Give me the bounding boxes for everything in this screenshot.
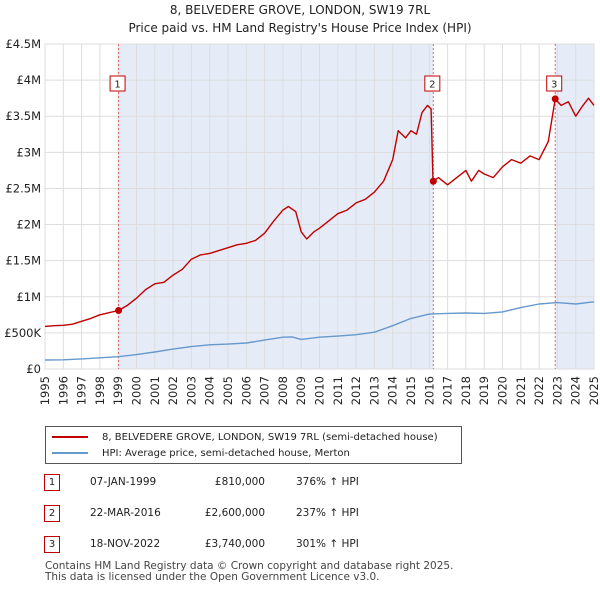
x-tick-label: 2004 — [203, 376, 217, 405]
x-tick-label: 2002 — [166, 376, 180, 405]
sale-number-badge: 2 — [44, 505, 60, 522]
sale-number-badge: 1 — [44, 474, 60, 491]
footer-line-2: This data is licensed under the Open Gov… — [45, 571, 380, 583]
x-tick-label: 2015 — [404, 376, 418, 405]
sale-date: 22-MAR-2016 — [90, 507, 161, 519]
y-tick-label: £4M — [16, 73, 41, 87]
x-tick-label: 2018 — [459, 376, 473, 405]
x-tick-label: 1998 — [93, 376, 107, 405]
price-chart: 8, BELVEDERE GROVE, LONDON, SW19 7RL Pri… — [4, 3, 600, 405]
x-tick-label: 2010 — [313, 376, 327, 405]
x-tick-label: 2023 — [550, 376, 564, 405]
sale-hpi-change: 376% ↑ HPI — [296, 476, 359, 488]
chart-legend: 8, BELVEDERE GROVE, LONDON, SW19 7RL (se… — [45, 426, 462, 464]
sale-label-box — [424, 75, 441, 92]
sale-price: £3,740,000 — [204, 538, 265, 550]
x-tick-label: 2020 — [496, 376, 510, 405]
y-tick-label: £3.5M — [5, 109, 41, 123]
sale-number-badge: 3 — [44, 536, 60, 553]
x-tick-label: 2016 — [422, 376, 436, 405]
x-tick-label: 2013 — [367, 376, 381, 405]
y-tick-label: £2.5M — [5, 181, 41, 195]
legend-swatch-property — [52, 436, 88, 438]
chart-subtitle: Price paid vs. HM Land Registry's House … — [128, 21, 471, 35]
x-tick-label: 2001 — [148, 376, 162, 405]
x-tick-label: 1997 — [75, 376, 89, 405]
y-tick-label: £0 — [26, 362, 41, 376]
sale-point — [551, 95, 559, 103]
sale-date: 18-NOV-2022 — [90, 538, 161, 550]
x-tick-label: 2003 — [184, 376, 198, 405]
sale-hpi-change: 301% ↑ HPI — [296, 538, 359, 550]
hpi-line — [44, 301, 595, 361]
legend-swatch-hpi — [52, 452, 88, 454]
x-tick-label: 2005 — [221, 376, 235, 405]
sale-price: £2,600,000 — [204, 507, 265, 519]
x-tick-label: 1995 — [38, 376, 52, 405]
x-tick-label: 2019 — [477, 376, 491, 405]
footer-line-1: Contains HM Land Registry data © Crown c… — [45, 560, 454, 572]
x-tick-label: 2000 — [130, 376, 144, 405]
legend-label-property: 8, BELVEDERE GROVE, LONDON, SW19 7RL (se… — [102, 431, 438, 443]
x-tick-label: 2008 — [276, 376, 290, 405]
sale-row: 1 07-JAN-1999 £810,000 376% ↑ HPI — [0, 474, 600, 496]
x-tick-label: 2017 — [441, 376, 455, 405]
sale-point — [115, 307, 123, 314]
x-tick-label: 1999 — [111, 376, 125, 405]
sale-label-number: 1 — [114, 80, 120, 91]
x-tick-label: 2021 — [514, 376, 528, 405]
property-price-line — [44, 97, 595, 328]
x-tick-label: 1996 — [56, 376, 70, 405]
x-tick-label: 2006 — [239, 376, 253, 405]
x-tick-label: 2009 — [294, 376, 308, 405]
legend-label-hpi: HPI: Average price, semi-detached house,… — [102, 447, 350, 459]
sale-label-box — [109, 75, 126, 92]
legend-item-hpi: HPI: Average price, semi-detached house,… — [52, 446, 350, 460]
sale-date: 07-JAN-1999 — [90, 476, 157, 488]
sale-label-number: 2 — [429, 80, 435, 91]
x-tick-label: 2007 — [258, 376, 272, 405]
x-tick-label: 2012 — [349, 376, 363, 405]
y-tick-label: £500K — [4, 326, 41, 340]
x-tick-label: 2024 — [569, 376, 583, 405]
shaded-period — [555, 44, 594, 369]
sale-price: £810,000 — [214, 476, 265, 488]
y-tick-label: £2M — [16, 218, 41, 232]
y-tick-label: £4.5M — [5, 37, 41, 51]
sale-label-number: 3 — [551, 80, 557, 91]
sale-point — [429, 177, 437, 185]
x-tick-label: 2014 — [386, 376, 400, 405]
x-tick-label: 2022 — [532, 376, 546, 405]
y-tick-label: £1M — [16, 290, 41, 304]
x-tick-label: 2011 — [331, 376, 345, 405]
shaded-period — [118, 44, 434, 369]
chart-title: 8, BELVEDERE GROVE, LONDON, SW19 7RL — [170, 3, 431, 17]
sale-row: 3 18-NOV-2022 £3,740,000 301% ↑ HPI — [0, 536, 600, 558]
y-tick-label: £1.5M — [5, 254, 41, 268]
y-tick-label: £3M — [16, 145, 41, 159]
sale-hpi-change: 237% ↑ HPI — [296, 507, 359, 519]
x-tick-label: 2025 — [587, 376, 600, 405]
legend-item-property: 8, BELVEDERE GROVE, LONDON, SW19 7RL (se… — [52, 430, 438, 444]
sale-label-box — [546, 75, 563, 92]
sale-row: 2 22-MAR-2016 £2,600,000 237% ↑ HPI — [0, 505, 600, 527]
footer-attribution: Contains HM Land Registry data © Crown c… — [45, 561, 453, 583]
